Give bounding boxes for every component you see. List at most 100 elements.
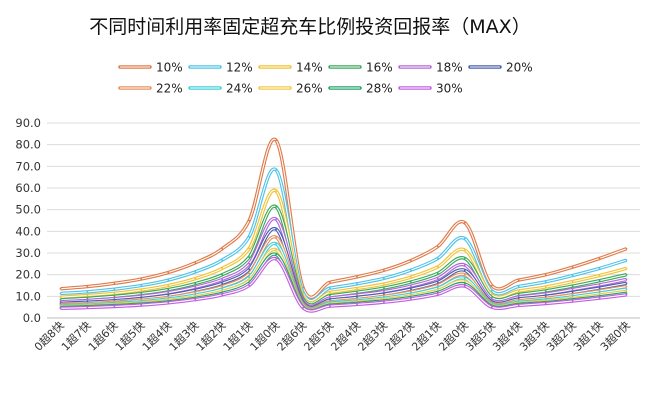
data-point — [463, 264, 466, 266]
data-point — [436, 257, 439, 260]
legend-item: 12% — [188, 61, 253, 75]
data-point — [275, 169, 277, 171]
x-tick-label: 3超1快 — [570, 318, 605, 353]
data-point — [517, 293, 520, 296]
data-point — [194, 298, 197, 301]
data-point — [248, 272, 251, 275]
y-tick-label: 10.0 — [15, 289, 41, 303]
data-point — [625, 288, 628, 291]
series-line-highlight — [60, 168, 627, 301]
data-point — [571, 291, 574, 294]
data-point — [248, 256, 251, 258]
data-point — [490, 284, 493, 287]
x-tick-label: 1超4快 — [139, 318, 174, 353]
data-point — [544, 286, 547, 288]
data-point — [167, 279, 170, 281]
data-point — [410, 288, 412, 291]
data-point — [571, 288, 574, 291]
data-point — [383, 301, 385, 304]
data-point — [194, 282, 197, 285]
legend-item: 16% — [328, 61, 393, 75]
x-tick-label: 1超0快 — [247, 318, 282, 353]
data-point — [275, 258, 277, 260]
legend-item: 22% — [118, 82, 183, 96]
data-point — [598, 297, 601, 299]
data-point — [625, 259, 628, 261]
legend-item: 24% — [188, 82, 253, 96]
data-point — [275, 139, 277, 142]
data-point — [329, 291, 331, 294]
data-point — [571, 285, 574, 287]
y-tick-label: 50.0 — [15, 203, 41, 217]
data-point — [410, 269, 412, 271]
data-point — [598, 257, 601, 260]
data-point — [598, 279, 601, 282]
legend-label: 30% — [436, 82, 463, 96]
data-point — [625, 282, 628, 285]
x-tick-label: 1超2快 — [193, 318, 228, 353]
series-12pct — [59, 167, 628, 303]
y-tick-label: 70.0 — [15, 159, 41, 173]
data-point — [571, 300, 574, 302]
data-point — [463, 221, 466, 224]
x-tick-label: 3超4快 — [489, 318, 524, 353]
data-point — [544, 290, 547, 292]
data-point — [356, 275, 358, 278]
data-point — [86, 306, 89, 309]
x-tick-label: 1超1快 — [220, 318, 255, 353]
data-point — [113, 292, 116, 295]
data-point — [275, 218, 277, 221]
y-tick-label: 30.0 — [15, 246, 41, 260]
data-point — [436, 281, 439, 284]
data-point — [410, 259, 412, 262]
data-point — [86, 294, 89, 297]
legend-label: 26% — [296, 82, 323, 96]
series-lines — [59, 137, 628, 313]
y-tick-label: 60.0 — [15, 181, 41, 195]
data-point — [221, 259, 224, 261]
legend-label: 16% — [366, 61, 393, 75]
data-point — [383, 277, 385, 280]
data-point — [356, 287, 358, 290]
data-point — [221, 267, 224, 270]
x-tick-label: 2超0快 — [436, 318, 471, 353]
data-point — [571, 274, 574, 277]
data-point — [356, 303, 358, 306]
series-line-highlight — [60, 218, 627, 307]
legend: 10% 12% 14% 16% 18% 20% 22% 24% 26% 28% 30% — [118, 61, 533, 96]
x-tick-label: 3超5快 — [463, 318, 498, 353]
data-point — [248, 262, 251, 265]
data-point — [59, 296, 62, 299]
data-point — [59, 307, 62, 310]
data-point — [383, 283, 385, 285]
x-tick-label: 1超5快 — [112, 318, 147, 353]
x-tick-label: 3超3快 — [516, 318, 551, 353]
data-point — [436, 293, 439, 296]
data-point — [248, 268, 251, 271]
legend-item: 14% — [258, 61, 323, 75]
data-point — [544, 293, 547, 295]
x-tick-label: 3超2快 — [543, 318, 578, 353]
data-point — [194, 286, 197, 289]
data-point — [167, 288, 170, 291]
legend-item: 18% — [398, 61, 463, 75]
series-line-highlight — [60, 258, 627, 312]
data-point — [490, 306, 493, 309]
data-point — [490, 290, 493, 292]
x-tick-label: 1超3快 — [166, 318, 201, 353]
data-point — [436, 284, 439, 287]
data-point — [598, 284, 601, 286]
data-point — [59, 292, 62, 295]
x-tick-label: 1超6快 — [85, 318, 120, 353]
data-point — [275, 243, 277, 245]
data-point — [329, 287, 331, 289]
data-point — [86, 290, 89, 293]
series-line-highlight — [60, 189, 627, 304]
data-point — [544, 280, 547, 283]
data-point — [463, 277, 466, 280]
data-point — [302, 306, 304, 309]
data-point — [167, 301, 170, 304]
data-point — [248, 235, 251, 238]
data-point — [113, 288, 116, 291]
